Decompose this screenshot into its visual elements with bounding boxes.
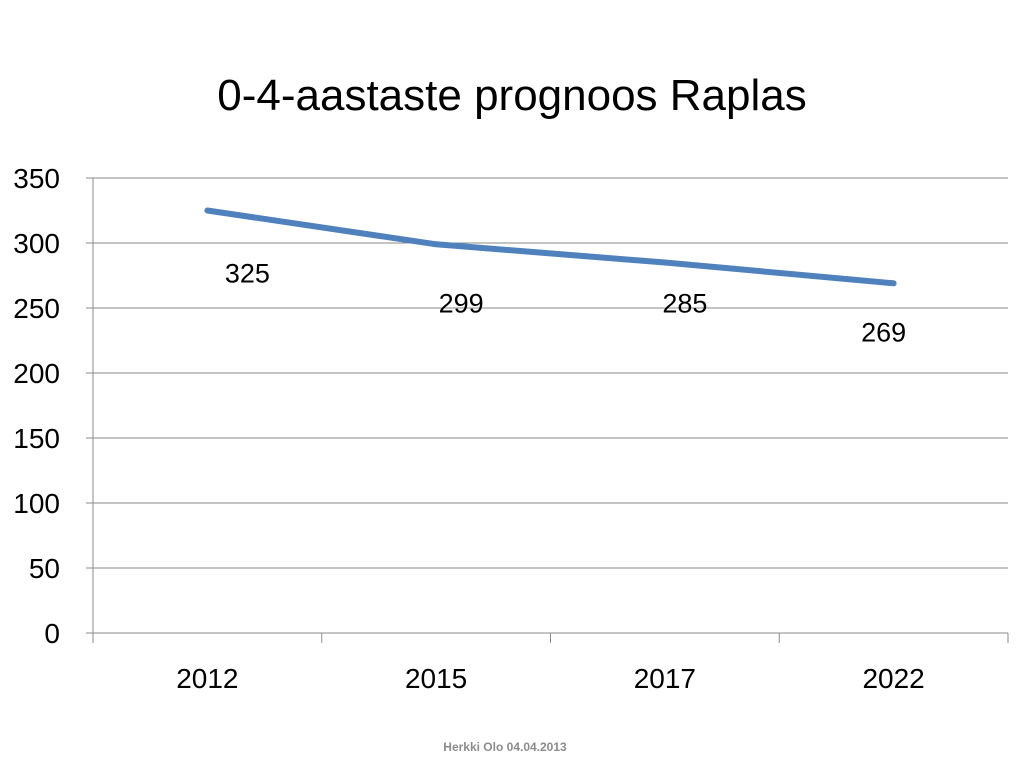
data-label-2022: 269 — [861, 317, 906, 347]
x-axis-ticks: 2012 2015 2017 2022 — [92, 633, 1009, 694]
data-label-2012: 325 — [225, 259, 270, 289]
series-line-0 — [204, 207, 897, 287]
y-tick-label-150: 150 — [13, 423, 60, 454]
x-tick-label-2012: 2012 — [176, 663, 238, 694]
gridlines — [93, 177, 1008, 569]
data-label-2015: 299 — [439, 288, 484, 318]
chart-title: 0-4-aastaste prognoos Raplas — [217, 71, 807, 120]
x-tick-label-2015: 2015 — [405, 663, 467, 694]
footer-credit: Herkki Olo 04.04.2013 — [443, 740, 567, 754]
y-axis-ticks: 0 50 100 150 200 250 300 350 — [13, 163, 93, 649]
data-labels: 325 299 285 269 — [225, 259, 906, 348]
y-tick-label-50: 50 — [29, 553, 60, 584]
y-tick-label-300: 300 — [13, 228, 60, 259]
y-tick-label-100: 100 — [13, 488, 60, 519]
x-tick-label-2022: 2022 — [862, 663, 924, 694]
y-tick-label-250: 250 — [13, 293, 60, 324]
axes — [92, 178, 1008, 634]
y-tick-label-200: 200 — [13, 358, 60, 389]
y-tick-label-350: 350 — [13, 163, 60, 194]
series — [204, 207, 897, 287]
x-tick-label-2017: 2017 — [634, 663, 696, 694]
data-label-2017: 285 — [662, 289, 707, 319]
y-tick-label-0: 0 — [44, 618, 60, 649]
